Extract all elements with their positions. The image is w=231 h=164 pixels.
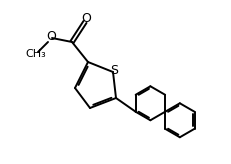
Text: O: O	[81, 11, 91, 24]
Text: S: S	[109, 64, 118, 78]
Text: O: O	[46, 31, 56, 43]
Text: CH₃: CH₃	[25, 49, 46, 59]
